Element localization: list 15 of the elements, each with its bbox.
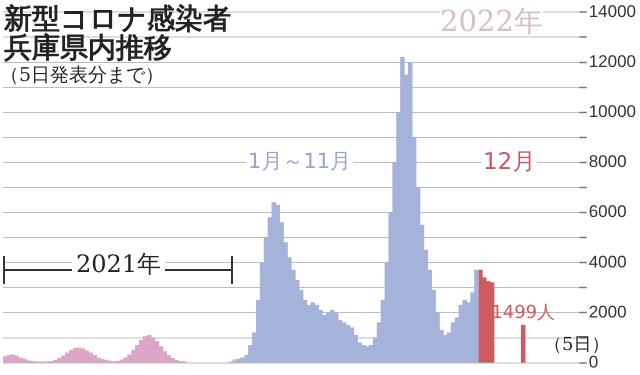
y-tick-label: 6000 — [588, 202, 627, 222]
y-tick-label: 0 — [588, 352, 598, 372]
text: （5日発表分まで） — [0, 64, 164, 86]
annotation: 1月～11月 — [246, 148, 354, 174]
annotation: 2021年 — [72, 250, 166, 278]
y-tick-label: 2000 — [588, 302, 627, 322]
y-tick-label: 4000 — [588, 252, 627, 272]
annotation: 2022年 — [440, 4, 543, 38]
y-tick-label: 14000 — [588, 2, 636, 21]
y-tick-label: 8000 — [588, 152, 627, 172]
y-tick-label: 10000 — [588, 102, 636, 122]
annotation: 12月 — [481, 148, 538, 176]
chart-title: 新型コロナ感染者兵庫県内推移 — [4, 2, 232, 64]
y-tick-label: 12000 — [588, 52, 636, 71]
annotation: （5日） — [544, 334, 610, 355]
